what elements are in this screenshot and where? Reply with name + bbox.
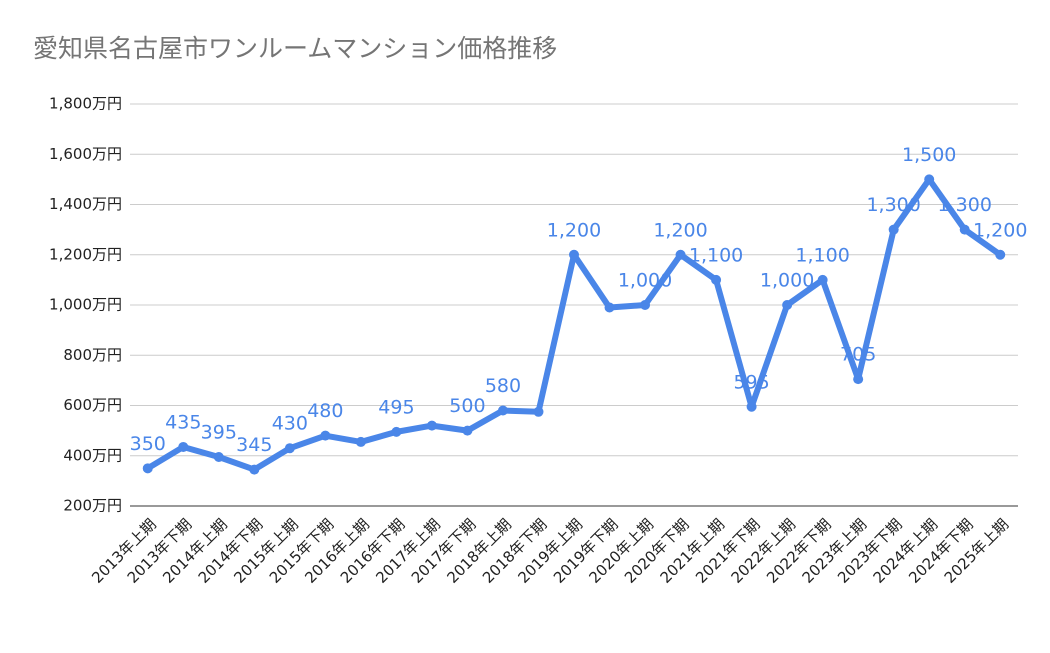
y-tick-label: 800万円	[63, 346, 122, 364]
y-tick-label: 200万円	[63, 497, 122, 515]
data-point	[320, 430, 331, 441]
data-label: 430	[272, 413, 308, 435]
data-label: 435	[165, 411, 201, 433]
chart-title: 愛知県名古屋市ワンルームマンション価格推移	[33, 34, 557, 63]
data-point	[817, 274, 828, 285]
data-point	[746, 401, 757, 412]
data-label: 395	[201, 422, 237, 444]
data-point	[711, 274, 722, 285]
data-label: 1,100	[795, 244, 849, 266]
data-label: 1,100	[689, 244, 743, 266]
data-point	[533, 406, 544, 417]
y-tick-label: 1,000万円	[49, 296, 122, 314]
data-label: 705	[840, 344, 876, 366]
data-label: 1,000	[760, 270, 814, 292]
data-point	[640, 300, 651, 310]
data-label: 1,200	[653, 219, 707, 241]
data-label: 1,200	[973, 219, 1027, 241]
data-point	[959, 224, 970, 235]
data-point	[782, 300, 793, 310]
data-point	[995, 249, 1006, 260]
data-label: 500	[449, 395, 485, 417]
y-tick-label: 400万円	[63, 446, 122, 464]
data-label: 350	[130, 433, 166, 455]
data-point	[426, 420, 437, 431]
data-label: 595	[733, 371, 769, 393]
data-label: 480	[307, 400, 343, 422]
data-point	[213, 452, 224, 463]
data-point	[853, 374, 864, 385]
data-point	[355, 436, 366, 447]
data-point	[604, 302, 615, 313]
data-label: 1,500	[902, 144, 956, 166]
y-tick-label: 1,800万円	[49, 95, 122, 113]
data-label: 1,200	[547, 219, 601, 241]
data-point	[462, 425, 473, 436]
y-tick-label: 1,600万円	[49, 145, 122, 163]
data-label: 1,300	[866, 194, 920, 216]
data-point	[675, 249, 686, 260]
data-point	[888, 224, 899, 235]
y-tick-label: 1,200万円	[49, 245, 122, 263]
data-point	[284, 443, 295, 454]
y-tick-label: 600万円	[63, 396, 122, 414]
data-label: 1,000	[618, 270, 672, 292]
data-point	[391, 426, 402, 437]
data-point	[142, 463, 153, 474]
data-point	[178, 441, 189, 452]
data-point	[249, 464, 260, 475]
data-label: 495	[378, 396, 414, 418]
data-label: 345	[236, 434, 272, 456]
data-label: 580	[485, 375, 521, 397]
data-label: 1,300	[938, 194, 992, 216]
data-point	[924, 174, 935, 185]
data-point	[497, 405, 508, 416]
data-point	[569, 249, 579, 260]
y-tick-label: 1,400万円	[49, 195, 122, 213]
